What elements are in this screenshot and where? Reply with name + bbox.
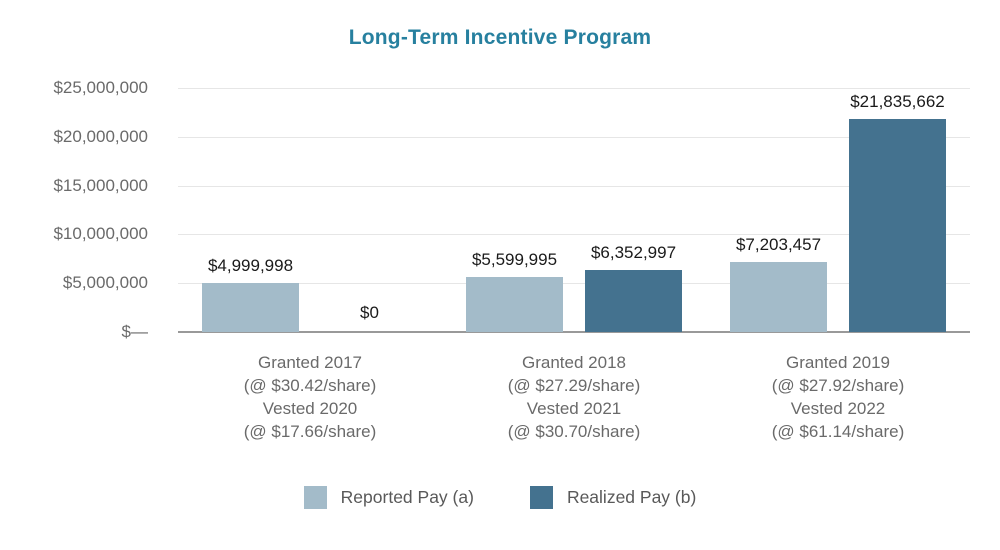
chart-title: Long-Term Incentive Program bbox=[348, 26, 652, 49]
x-axis-category-line: Vested 2022 bbox=[790, 399, 886, 418]
x-axis-category-line: Granted 2018 bbox=[522, 353, 626, 372]
gridline bbox=[178, 88, 970, 89]
x-axis-category-line: (@ $27.92/share) bbox=[771, 376, 905, 395]
gridline bbox=[178, 137, 970, 138]
legend-label-realized: Realized Pay (b) bbox=[566, 487, 697, 507]
bar-reported-granted-2017 bbox=[202, 283, 299, 332]
bar-value-label-reported-granted-2019: $7,203,457 bbox=[735, 235, 822, 254]
x-axis-category-label-granted-2017: Granted 2017 (@ $30.42/share) Vested 2020 (… bbox=[178, 351, 442, 443]
bar-value-label-reported-granted-2017: $4,999,998 bbox=[207, 256, 294, 275]
bar-realized-granted-2019 bbox=[849, 119, 946, 332]
bar-value-label-reported-granted-2018: $5,599,995 bbox=[471, 250, 558, 269]
legend: Reported Pay (a) Realized Pay (b) bbox=[0, 486, 1000, 509]
x-axis-category-line: (@ $27.29/share) bbox=[507, 376, 641, 395]
y-axis-tick-label: $5,000,000 bbox=[62, 273, 148, 292]
bar-value-label-realized-granted-2019: $21,835,662 bbox=[850, 92, 945, 111]
x-axis-category-line: (@ $30.42/share) bbox=[243, 376, 377, 395]
plot-area: $25,000,000 $20,000,000 $15,000,000 $10,000… bbox=[53, 78, 970, 443]
gridline bbox=[178, 186, 970, 187]
y-axis-tick-label: $10,000,000 bbox=[53, 224, 148, 243]
gridline bbox=[178, 283, 970, 284]
legend-item-reported: Reported Pay (a) bbox=[303, 486, 474, 509]
x-axis-baseline bbox=[178, 331, 970, 333]
gridline bbox=[178, 234, 970, 235]
x-axis-category-line: Granted 2019 bbox=[786, 353, 890, 372]
x-axis-category-label-granted-2018: Granted 2018 (@ $27.29/share) Vested 2021 (… bbox=[442, 351, 706, 443]
x-axis-category-line: Granted 2017 bbox=[258, 353, 362, 372]
x-axis-category-line: (@ $30.70/share) bbox=[507, 422, 641, 441]
legend-swatch-reported bbox=[303, 486, 327, 509]
x-axis-category-line: (@ $61.14/share) bbox=[771, 422, 905, 441]
bar-value-label-realized-granted-2018: $6,352,997 bbox=[590, 243, 677, 262]
y-axis-tick-label: $25,000,000 bbox=[53, 78, 148, 97]
y-axis-tick-label: $15,000,000 bbox=[53, 176, 148, 195]
x-axis-category-line: Vested 2020 bbox=[262, 399, 358, 418]
y-axis-tick-label: $— bbox=[121, 322, 148, 341]
x-axis-category-line: Vested 2021 bbox=[526, 399, 622, 418]
legend-label-reported: Reported Pay (a) bbox=[340, 487, 474, 507]
bar-realized-granted-2018 bbox=[585, 270, 682, 332]
bar-value-label-realized-granted-2017: $0 bbox=[360, 303, 379, 322]
x-axis-category-label-granted-2019: Granted 2019 (@ $27.92/share) Vested 2022 (… bbox=[706, 351, 970, 443]
y-axis-tick-label: $20,000,000 bbox=[53, 127, 148, 146]
legend-item-realized: Realized Pay (b) bbox=[529, 486, 697, 509]
legend-swatch-realized bbox=[529, 486, 553, 509]
bar-reported-granted-2018 bbox=[466, 277, 563, 332]
x-axis-category-line: (@ $17.66/share) bbox=[243, 422, 377, 441]
bar-reported-granted-2019 bbox=[730, 262, 827, 332]
